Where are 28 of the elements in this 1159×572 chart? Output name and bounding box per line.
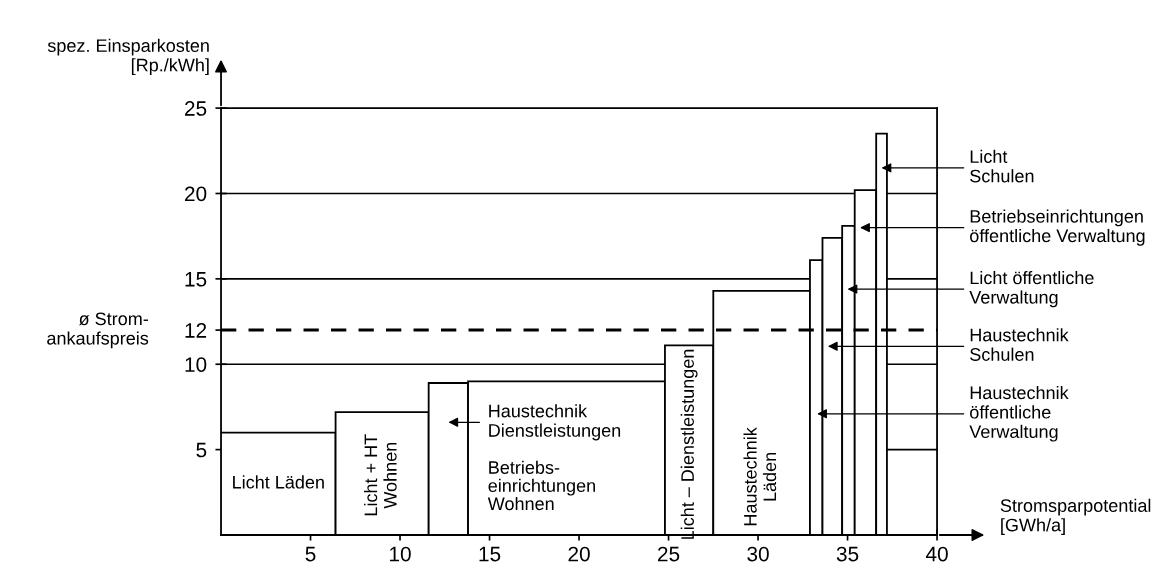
x-tick-label: 5 (305, 546, 316, 562)
x-axis-title: Stromsparpotential [GWh/a] (1000, 498, 1151, 535)
x-tick-label: 35 (836, 546, 859, 562)
x-tick-label: 30 (747, 546, 769, 562)
annotation: Haustechnik Läden (743, 427, 777, 526)
annotation: Licht + HT Wohnen (363, 434, 397, 516)
x-tick-label: 25 (658, 546, 680, 562)
annotation: Licht Läden (233, 475, 324, 489)
x-tick-label: 40 (925, 546, 948, 562)
annotation: Haustechnik Schulen (970, 328, 1069, 361)
y-tick-label: 10 (185, 357, 207, 372)
y-tick-label: 15 (185, 272, 207, 287)
x-tick-label: 20 (568, 546, 590, 562)
y-tick-label: 5 (196, 442, 207, 458)
text: Licht Schulen (970, 149, 1034, 183)
annotation: Betriebs- einrichtungen Wohnen (487, 460, 595, 511)
annotation: Betriebseinrichtungen öffentliche Verwaltung (970, 209, 1145, 246)
x-tick-label: 10 (390, 546, 411, 562)
y-axis-title: spez. Einsparkosten [Rp./kWh] (47, 38, 209, 76)
y-tick-label: 12 (185, 323, 207, 338)
annotation: Licht – Dienstleistungen (680, 349, 698, 539)
y-tick-label: 25 (185, 101, 207, 116)
y-tick-label: 20 (185, 186, 207, 202)
annotation: Haustechnik Dienstleistungen (489, 404, 621, 441)
x-tick-label: 15 (479, 546, 501, 562)
ref-line-label: ø Strom- ankaufspreis (47, 312, 149, 349)
annotation: Licht öffentliche Verwaltung (969, 270, 1094, 308)
annotation: Haustechnik öffentliche Verwaltung (969, 385, 1069, 442)
